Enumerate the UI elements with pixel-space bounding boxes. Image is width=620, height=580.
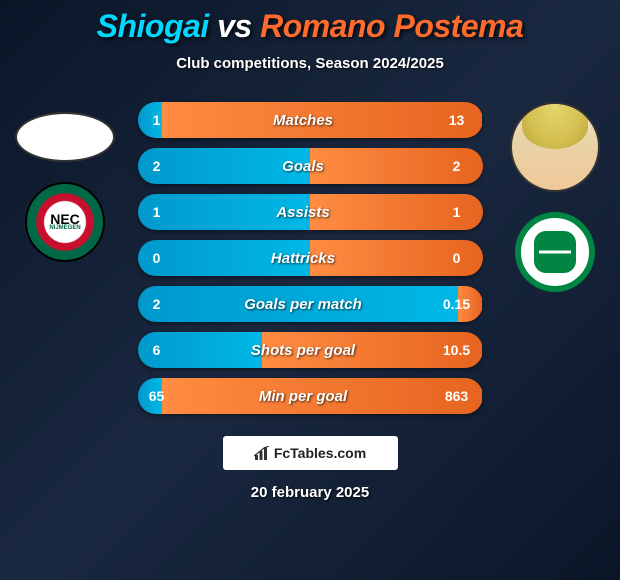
player2-avatar <box>510 102 600 192</box>
date-label: 20 february 2025 <box>0 484 620 501</box>
stat-label: Shots per goal <box>176 342 431 359</box>
stat-value-left: 2 <box>138 296 176 312</box>
stat-row: 0Hattricks0 <box>138 240 483 276</box>
stat-row: 1Assists1 <box>138 194 483 230</box>
title-vs: vs <box>217 8 252 44</box>
stat-label: Matches <box>176 112 431 129</box>
stat-row: 1Matches13 <box>138 102 483 138</box>
stat-row: 2Goals2 <box>138 148 483 184</box>
stat-value-left: 1 <box>138 112 176 128</box>
stat-label: Min per goal <box>176 388 431 405</box>
comparison-title: Shiogai vs Romano Postema <box>0 0 620 45</box>
stat-label: Hattricks <box>176 250 431 267</box>
nec-badge-city: NIJMEGEN <box>49 225 80 231</box>
stat-label: Goals <box>176 158 431 175</box>
stat-value-right: 2 <box>431 158 483 174</box>
stat-value-right: 0.15 <box>431 296 483 312</box>
stat-label: Goals per match <box>176 296 431 313</box>
title-player1: Shiogai <box>97 8 209 44</box>
title-player2: Romano Postema <box>260 8 523 44</box>
subtitle: Club competitions, Season 2024/2025 <box>0 55 620 72</box>
stat-value-left: 65 <box>138 388 176 404</box>
stat-value-right: 863 <box>431 388 483 404</box>
branding-box[interactable]: FcTables.com <box>223 436 398 470</box>
stat-value-left: 0 <box>138 250 176 266</box>
stat-row: 65Min per goal863 <box>138 378 483 414</box>
stat-value-left: 2 <box>138 158 176 174</box>
chart-icon <box>254 446 270 460</box>
player2-column <box>505 102 605 292</box>
branding-text: FcTables.com <box>274 445 366 461</box>
nec-badge-text: NEC <box>49 213 80 226</box>
player2-club-badge <box>515 212 595 292</box>
stat-value-right: 10.5 <box>431 342 483 358</box>
player1-avatar <box>15 112 115 162</box>
stat-value-right: 1 <box>431 204 483 220</box>
stat-value-right: 0 <box>431 250 483 266</box>
player1-club-badge: NEC NIJMEGEN <box>25 182 105 262</box>
groningen-badge-inner <box>534 231 576 273</box>
stat-row: 2Goals per match0.15 <box>138 286 483 322</box>
stat-value-left: 6 <box>138 342 176 358</box>
content-area: NEC NIJMEGEN 1Matches132Goals21Assists10… <box>0 102 620 414</box>
stats-list: 1Matches132Goals21Assists10Hattricks02Go… <box>138 102 483 414</box>
stat-value-right: 13 <box>431 112 483 128</box>
stat-label: Assists <box>176 204 431 221</box>
player1-column: NEC NIJMEGEN <box>15 102 115 262</box>
stat-row: 6Shots per goal10.5 <box>138 332 483 368</box>
stat-value-left: 1 <box>138 204 176 220</box>
